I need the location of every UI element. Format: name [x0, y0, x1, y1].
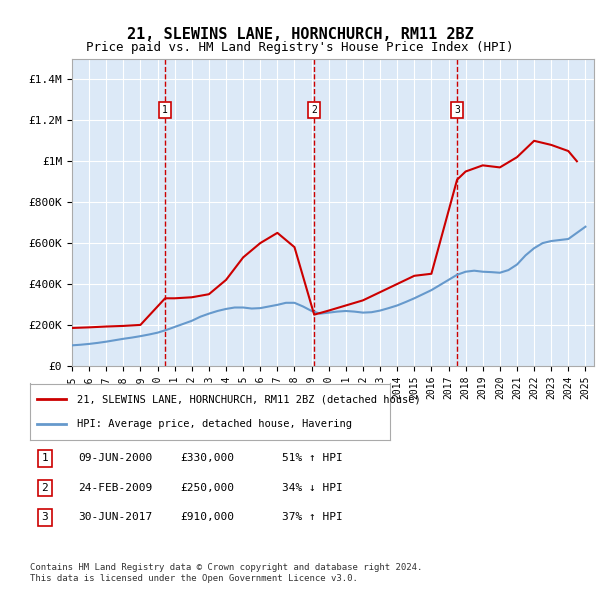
- Text: 34% ↓ HPI: 34% ↓ HPI: [282, 483, 343, 493]
- Text: 2: 2: [41, 483, 49, 493]
- Text: 1: 1: [41, 454, 49, 463]
- Text: £330,000: £330,000: [180, 454, 234, 463]
- Text: 3: 3: [41, 513, 49, 522]
- Text: 37% ↑ HPI: 37% ↑ HPI: [282, 513, 343, 522]
- Text: £250,000: £250,000: [180, 483, 234, 493]
- Text: £910,000: £910,000: [180, 513, 234, 522]
- Text: Contains HM Land Registry data © Crown copyright and database right 2024.
This d: Contains HM Land Registry data © Crown c…: [30, 563, 422, 583]
- Text: HPI: Average price, detached house, Havering: HPI: Average price, detached house, Have…: [77, 419, 352, 429]
- Text: Price paid vs. HM Land Registry's House Price Index (HPI): Price paid vs. HM Land Registry's House …: [86, 41, 514, 54]
- Text: 21, SLEWINS LANE, HORNCHURCH, RM11 2BZ: 21, SLEWINS LANE, HORNCHURCH, RM11 2BZ: [127, 27, 473, 41]
- Text: 30-JUN-2017: 30-JUN-2017: [78, 513, 152, 522]
- Text: 21, SLEWINS LANE, HORNCHURCH, RM11 2BZ (detached house): 21, SLEWINS LANE, HORNCHURCH, RM11 2BZ (…: [77, 394, 421, 404]
- Text: 2: 2: [311, 104, 317, 114]
- Text: 24-FEB-2009: 24-FEB-2009: [78, 483, 152, 493]
- Text: 3: 3: [454, 104, 460, 114]
- Text: 1: 1: [162, 104, 168, 114]
- Text: 09-JUN-2000: 09-JUN-2000: [78, 454, 152, 463]
- Text: 51% ↑ HPI: 51% ↑ HPI: [282, 454, 343, 463]
